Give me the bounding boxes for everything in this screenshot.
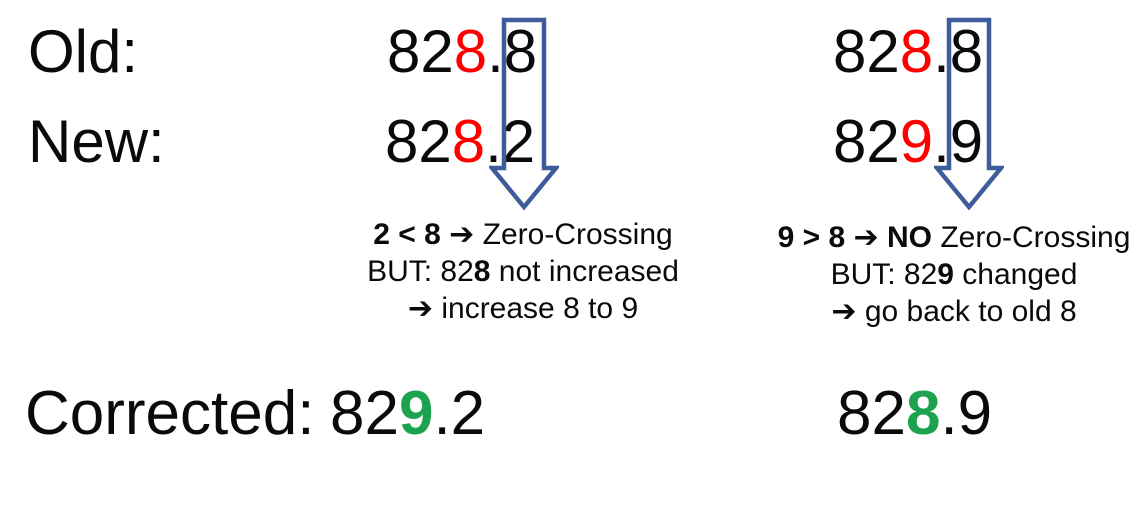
left-new-value: 828.2 — [385, 109, 535, 175]
left-new-prefix: 82 — [385, 108, 452, 175]
left-corrected-highlight-digit: 9 — [398, 379, 434, 448]
left-corrected-value: 829.2 — [330, 380, 485, 448]
right-note-action: go back to old 8 — [864, 295, 1077, 328]
right-note-line1: 9 > 8 ➔ NO Zero-Crossing — [754, 219, 1138, 256]
left-old-value: 828.8 — [387, 19, 537, 85]
new-row-label: New: — [28, 108, 165, 175]
right-note-line2: BUT: 829 changed — [754, 256, 1138, 293]
right-arrow-icon: ➔ — [407, 292, 442, 325]
right-old-suffix: .8 — [933, 18, 984, 85]
left-note-but-digit: 8 — [473, 255, 491, 288]
right-corrected-highlight-digit: 8 — [905, 379, 941, 448]
left-new-suffix: .2 — [485, 108, 536, 175]
right-arrow-icon: ➔ — [853, 221, 887, 254]
left-old-highlight-digit: 8 — [453, 18, 488, 85]
left-corrected-prefix: 82 — [330, 379, 399, 448]
left-note-conclusion: Zero-Crossing — [482, 218, 673, 251]
left-note-line3: ➔ increase 8 to 9 — [333, 290, 713, 327]
left-old-suffix: .8 — [487, 18, 538, 85]
left-note-action: increase 8 to 9 — [441, 292, 639, 325]
right-arrow-icon: ➔ — [831, 295, 865, 328]
right-note-line3: ➔ go back to old 8 — [754, 293, 1138, 330]
right-arrow-icon: ➔ — [449, 218, 483, 251]
right-new-highlight-digit: 9 — [899, 108, 934, 175]
corrected-row-label: Corrected: — [25, 379, 315, 448]
left-note-line1: 2 < 8 ➔ Zero-Crossing — [333, 216, 713, 253]
right-corrected-prefix: 82 — [837, 379, 906, 448]
down-arrow-icon — [489, 17, 559, 211]
right-new-prefix: 82 — [833, 108, 900, 175]
right-old-highlight-digit: 8 — [899, 18, 934, 85]
left-note: 2 < 8 ➔ Zero-Crossing BUT: 828 not incre… — [333, 216, 713, 327]
old-row-label: Old: — [28, 18, 139, 85]
right-corrected-value: 828.9 — [837, 380, 992, 448]
right-new-suffix: .9 — [933, 108, 984, 175]
left-corrected-suffix: .2 — [433, 379, 486, 448]
right-old-prefix: 82 — [833, 18, 900, 85]
left-note-but-pre: BUT: 82 — [367, 255, 474, 288]
left-note-but-post: not increased — [490, 255, 679, 288]
right-note-comparison: 9 > 8 — [777, 221, 854, 254]
right-note-emphasis: NO — [886, 221, 941, 254]
right-corrected-suffix: .9 — [940, 379, 993, 448]
down-arrow-icon — [934, 17, 1004, 211]
left-new-highlight-digit: 8 — [451, 108, 486, 175]
left-note-line2: BUT: 828 not increased — [333, 253, 713, 290]
right-new-value: 829.9 — [833, 109, 983, 175]
right-note-but-digit: 9 — [937, 258, 954, 291]
right-note-but-pre: BUT: 82 — [830, 258, 938, 291]
right-note-but-post: changed — [953, 258, 1078, 291]
right-old-value: 828.8 — [833, 19, 983, 85]
right-note: 9 > 8 ➔ NO Zero-Crossing BUT: 829 change… — [754, 219, 1138, 330]
right-note-conclusion: Zero-Crossing — [940, 221, 1131, 254]
left-old-prefix: 82 — [387, 18, 454, 85]
left-note-comparison: 2 < 8 — [373, 218, 450, 251]
